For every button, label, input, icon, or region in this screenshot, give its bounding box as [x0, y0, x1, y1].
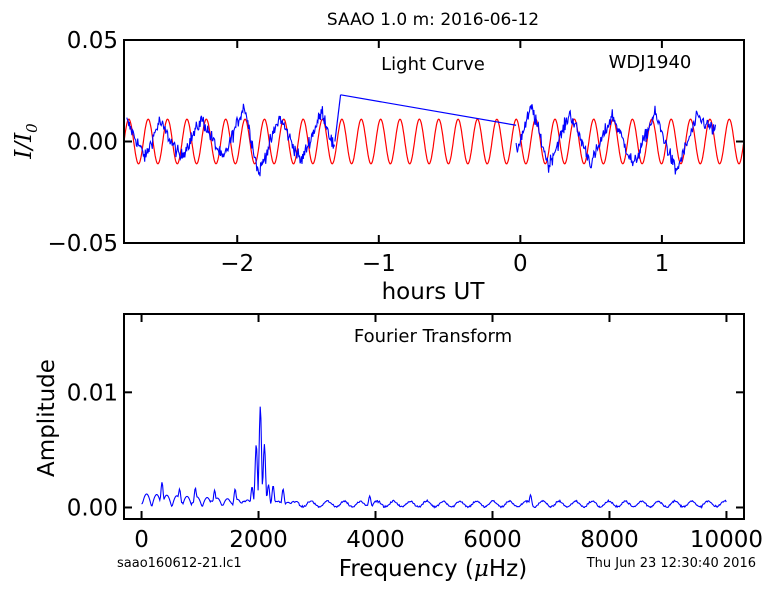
x-tick-label: 10000 — [690, 527, 763, 553]
lc-observed-segment-2 — [515, 104, 717, 175]
footer-filename: saao160612-21.lc1 — [117, 556, 242, 571]
fourier-transform-label: Fourier Transform — [354, 326, 512, 347]
ft-y-axis-label: Amplitude — [34, 359, 60, 477]
x-tick-label: −1 — [362, 251, 396, 277]
lc-x-axis-label: hours UT — [382, 279, 486, 305]
x-tick-label: 0 — [513, 251, 528, 277]
x-tick-label: 1 — [655, 251, 670, 277]
y-tick-label: 0.05 — [67, 28, 118, 54]
lc-x-ticks: −2 −1 0 1 — [220, 40, 669, 277]
ft-x-axis-label: Frequency (μHz) — [339, 556, 527, 582]
fourier-panel: Fourier Transform 0 2000 4000 6000 8000 10000… — [34, 313, 763, 582]
light-curve-panel: Light Curve WDJ1940 −2 −1 0 1 −0.05 0.00 0.05… — [11, 28, 745, 305]
lc-model-sinusoid — [124, 118, 744, 165]
lc-gap-rise — [334, 94, 342, 142]
x-tick-label: 4000 — [346, 527, 405, 553]
y-tick-label: 0.01 — [67, 380, 118, 406]
x-tick-label: 8000 — [580, 527, 639, 553]
y-tick-label: 0.00 — [67, 495, 118, 521]
fourier-frame — [123, 313, 745, 520]
y-tick-label: −0.05 — [48, 231, 118, 257]
x-tick-label: 6000 — [463, 527, 522, 553]
lc-y-ticks: −0.05 0.00 0.05 — [48, 28, 744, 257]
light-curve-label: Light Curve — [381, 54, 485, 75]
y-tick-label: 0.00 — [67, 130, 118, 156]
ft-y-ticks: 0.00 0.01 — [67, 380, 744, 521]
ft-x-ticks: 0 2000 4000 6000 8000 10000 — [134, 314, 763, 553]
footer-timestamp: Thu Jun 23 12:30:40 2016 — [586, 556, 756, 571]
x-tick-label: 0 — [134, 527, 149, 553]
x-tick-label: 2000 — [229, 527, 288, 553]
lc-y-axis-label: I/I0 — [11, 123, 41, 160]
figure-title: SAAO 1.0 m: 2016-06-12 — [327, 10, 539, 30]
lc-observed-segment-1 — [126, 103, 336, 177]
ft-amplitude-spectrum — [141, 406, 727, 510]
x-tick-label: −2 — [220, 251, 254, 277]
lc-gap-connector — [340, 94, 517, 126]
target-name-label: WDJ1940 — [609, 52, 692, 73]
